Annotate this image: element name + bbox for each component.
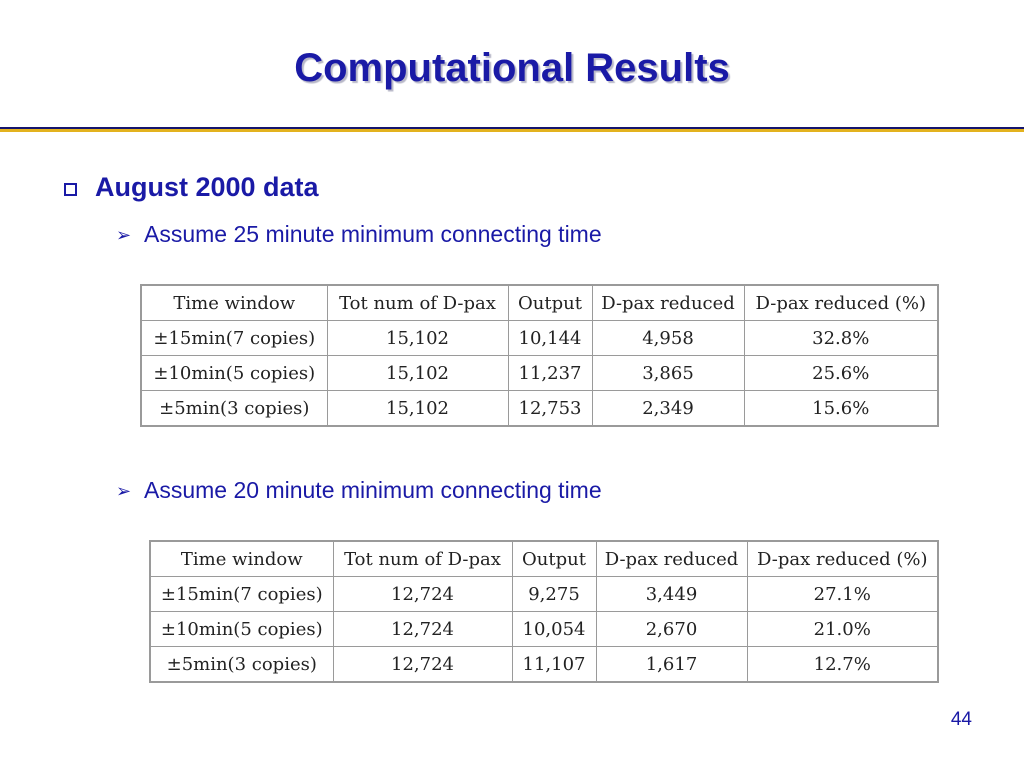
table-row: ±10min(5 copies) 15,102 11,237 3,865 25.…: [140, 355, 939, 391]
table-row: ±15min(7 copies) 15,102 10,144 4,958 32.…: [140, 320, 939, 356]
header-cell: D-pax reduced (%): [746, 540, 939, 577]
table-cell: 12.7%: [746, 646, 939, 683]
header-cell: Time window: [149, 540, 334, 577]
hollow-square-bullet-icon: [64, 183, 77, 196]
table-cell: 15,102: [326, 355, 509, 391]
table-cell: 15,102: [326, 390, 509, 427]
header-cell: Time window: [140, 284, 328, 321]
header-cell: D-pax reduced: [591, 284, 745, 321]
table-cell: 15,102: [326, 320, 509, 356]
sub-bullet-25-minute: ➢ Assume 25 minute minimum connecting ti…: [116, 221, 602, 248]
table-header-row: Time window Tot num of D-pax Output D-pa…: [140, 284, 939, 321]
table-row: ±5min(3 copies) 12,724 11,107 1,617 12.7…: [149, 646, 939, 683]
sub-bullet-20-minute: ➢ Assume 20 minute minimum connecting ti…: [116, 477, 602, 504]
header-cell: Tot num of D-pax: [332, 540, 513, 577]
arrow-bullet-icon: ➢: [116, 224, 132, 245]
sub-bullet-text: Assume 25 minute minimum connecting time: [144, 221, 602, 247]
page-number: 44: [950, 709, 972, 730]
table-cell: 2,670: [595, 611, 748, 647]
table-cell: 3,865: [591, 355, 745, 391]
header-cell: Output: [511, 540, 597, 577]
results-table-25-minute: Time window Tot num of D-pax Output D-pa…: [140, 284, 939, 427]
bullet-text: August 2000 data: [95, 172, 319, 202]
bullet-august-2000: August 2000 data: [64, 172, 319, 203]
sub-bullet-text: Assume 20 minute minimum connecting time: [144, 477, 602, 503]
table-cell: 11,237: [507, 355, 593, 391]
table-cell: 2,349: [591, 390, 745, 427]
table-cell: 25.6%: [743, 355, 939, 391]
arrow-bullet-icon: ➢: [116, 480, 132, 501]
table-cell: 27.1%: [746, 576, 939, 612]
table-cell: 1,617: [595, 646, 748, 683]
table-cell: 11,107: [511, 646, 597, 683]
table-cell: ±5min(3 copies): [140, 390, 328, 427]
results-table-20-minute: Time window Tot num of D-pax Output D-pa…: [149, 540, 939, 683]
table-cell: 12,724: [332, 576, 513, 612]
table-cell: 4,958: [591, 320, 745, 356]
table-cell: 21.0%: [746, 611, 939, 647]
title-divider: [0, 127, 1024, 132]
table-cell: 3,449: [595, 576, 748, 612]
header-cell: D-pax reduced: [595, 540, 748, 577]
table-cell: 12,753: [507, 390, 593, 427]
table-cell: 32.8%: [743, 320, 939, 356]
table-header-row: Time window Tot num of D-pax Output D-pa…: [149, 540, 939, 577]
table-row: ±15min(7 copies) 12,724 9,275 3,449 27.1…: [149, 576, 939, 612]
table-cell: ±5min(3 copies): [149, 646, 334, 683]
table-cell: ±15min(7 copies): [149, 576, 334, 612]
table-cell: 12,724: [332, 611, 513, 647]
table-cell: ±10min(5 copies): [149, 611, 334, 647]
table-cell: 15.6%: [743, 390, 939, 427]
table-cell: ±15min(7 copies): [140, 320, 328, 356]
header-cell: Output: [507, 284, 593, 321]
table-row: ±10min(5 copies) 12,724 10,054 2,670 21.…: [149, 611, 939, 647]
table-cell: ±10min(5 copies): [140, 355, 328, 391]
table-cell: 9,275: [511, 576, 597, 612]
table-cell: 10,054: [511, 611, 597, 647]
table-cell: 12,724: [332, 646, 513, 683]
header-cell: D-pax reduced (%): [743, 284, 939, 321]
table-cell: 10,144: [507, 320, 593, 356]
table-row: ±5min(3 copies) 15,102 12,753 2,349 15.6…: [140, 390, 939, 427]
slide-title: Computational Results: [294, 46, 730, 90]
header-cell: Tot num of D-pax: [326, 284, 509, 321]
